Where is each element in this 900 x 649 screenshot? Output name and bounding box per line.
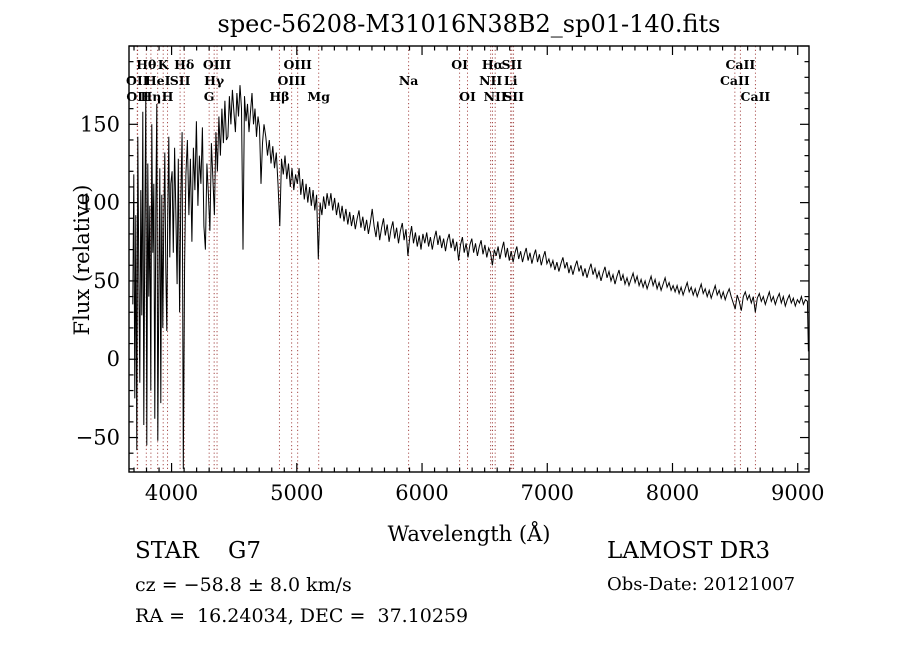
- spectral-line-label: Hγ: [204, 73, 225, 88]
- spectral-line-label: OIII: [283, 57, 312, 72]
- spectral-line-label: OIII: [203, 57, 232, 72]
- spectral-line-label: CaII: [720, 73, 750, 88]
- spectral-line-label: SII: [170, 73, 191, 88]
- ra-dec-label: RA = 16.24034, DEC = 37.10259: [135, 605, 469, 627]
- spectral-line-label: SII: [503, 89, 524, 104]
- spectrum-curve: [132, 85, 809, 469]
- spectral-line-label: CaII: [741, 89, 771, 104]
- spectral-line-label: OI: [451, 57, 468, 72]
- spectral-line-label: Hη: [140, 89, 161, 104]
- y-tick-label: 100: [80, 191, 120, 215]
- plot-frame: [128, 45, 810, 473]
- spectral-line-label: Hβ: [269, 89, 289, 104]
- axis-tick-labels-group: 4000 5000 6000 7000 8000 9000 −50 0 50 100 150: [76, 112, 825, 505]
- chart-title: spec-56208-M31016N38B2_sp01-140.fits: [217, 10, 721, 38]
- survey-release-label: LAMOST DR3: [607, 538, 771, 564]
- object-class-label: STAR G7: [135, 538, 262, 564]
- spectral-line-label: OI: [459, 89, 476, 104]
- y-axis-title: Flux (relative): [70, 184, 94, 336]
- spectral-line-label: OII: [126, 89, 149, 104]
- spectral-line-label: NII: [479, 73, 502, 88]
- x-tick-label: 5000: [270, 481, 323, 505]
- x-tick-label: 8000: [646, 481, 699, 505]
- spectral-line-labels-group: OIIOIIHθHηHeIKHSIIHδGHγOIIIHβOIIIOIIIMgN…: [126, 57, 770, 104]
- spectral-line-label: Na: [399, 73, 419, 88]
- spectral-line-label: G: [204, 89, 215, 104]
- spectral-line-label: OIII: [277, 73, 306, 88]
- spectral-line-label: Hδ: [174, 57, 194, 72]
- spectral-line-label: H: [162, 89, 174, 104]
- y-tick-label: 50: [93, 269, 120, 293]
- axis-ticks-group: [129, 45, 809, 472]
- spectral-line-label: CaII: [725, 57, 755, 72]
- spectral-line-label: SII: [501, 57, 522, 72]
- x-tick-label: 6000: [395, 481, 448, 505]
- spectral-line-label: HeI: [145, 73, 171, 88]
- y-tick-label: 150: [80, 112, 120, 136]
- spectral-line-label: NII: [484, 89, 507, 104]
- spectral-line-label: Hθ: [136, 57, 156, 72]
- spectral-line-label: Hα: [482, 57, 504, 72]
- spectral-line-label: Mg: [307, 89, 330, 104]
- radial-velocity-label: cz = −58.8 ± 8.0 km/s: [135, 574, 352, 596]
- x-tick-label: 7000: [521, 481, 574, 505]
- spectral-line-label: K: [158, 57, 170, 72]
- x-axis-title: Wavelength (Å): [387, 522, 551, 546]
- y-tick-label: 0: [107, 347, 120, 371]
- obs-date-label: Obs-Date: 20121007: [607, 574, 796, 595]
- x-tick-label: 4000: [145, 481, 198, 505]
- x-tick-label: 9000: [771, 481, 824, 505]
- spectral-line-label: OII: [126, 73, 149, 88]
- spectral-line-label: Li: [504, 73, 518, 88]
- y-tick-label: −50: [76, 426, 120, 450]
